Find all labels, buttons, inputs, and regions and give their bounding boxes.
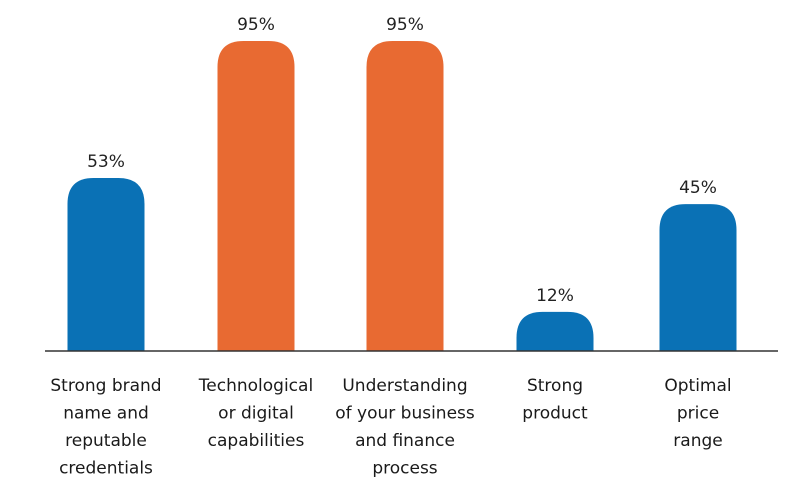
category-label-line: Strong brand xyxy=(50,376,161,396)
category-label-line: Understanding xyxy=(342,376,467,396)
value-label-4: 12% xyxy=(536,286,574,306)
bars-group xyxy=(67,41,737,351)
category-label-5: Optimal price range xyxy=(664,376,731,451)
value-label-1: 53% xyxy=(87,152,125,172)
category-label-2: Technological or digital capabilities xyxy=(198,376,313,451)
category-label-line: reputable xyxy=(65,431,147,451)
labels-group: 53% Strong brand name and reputable credenti… xyxy=(50,15,731,479)
category-label-line: name and xyxy=(63,404,149,424)
category-label-line: and finance xyxy=(355,431,455,451)
bar-3 xyxy=(366,41,444,351)
bar-4 xyxy=(516,311,594,351)
category-label-4: Strong product xyxy=(522,376,588,424)
value-label-3: 95% xyxy=(386,15,424,35)
bar-5 xyxy=(659,204,737,351)
category-label-3: Understanding of your business and finance… xyxy=(335,376,475,479)
category-label-1: Strong brand name and reputable credentials xyxy=(50,376,161,479)
category-label-line: price xyxy=(677,404,719,424)
category-label-line: Technological xyxy=(198,376,313,396)
bar-1 xyxy=(67,178,145,351)
category-label-line: credentials xyxy=(59,459,153,479)
category-label-line: or digital xyxy=(218,404,294,424)
bar-2 xyxy=(217,41,295,351)
category-label-line: Optimal xyxy=(664,376,731,396)
category-label-line: of your business xyxy=(335,404,475,424)
category-label-line: product xyxy=(522,404,588,424)
value-label-5: 45% xyxy=(679,178,717,198)
category-label-line: process xyxy=(372,459,437,479)
value-label-2: 95% xyxy=(237,15,275,35)
category-label-line: range xyxy=(673,431,722,451)
category-label-line: Strong xyxy=(527,376,583,396)
category-label-line: capabilities xyxy=(208,431,305,451)
